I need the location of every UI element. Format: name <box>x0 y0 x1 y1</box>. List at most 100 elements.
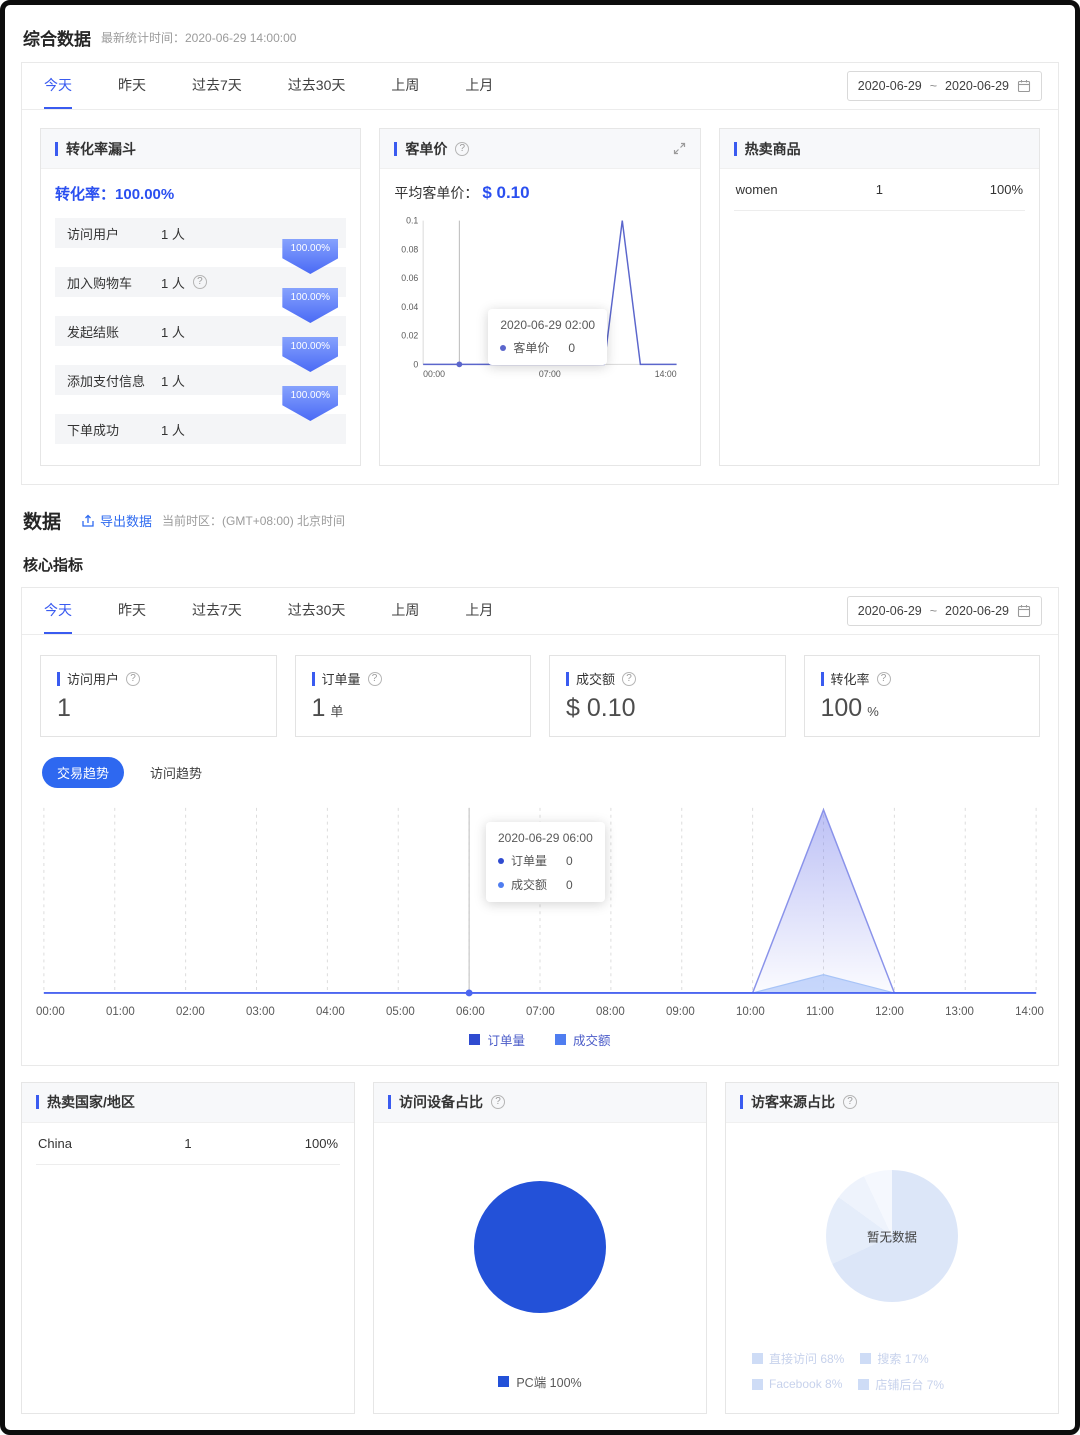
funnel-step-label: 下单成功 <box>67 422 120 438</box>
funnel-step: 发起结账 1 人 100.00% <box>55 316 347 372</box>
expand-icon[interactable] <box>673 142 686 155</box>
tab-item[interactable]: 昨天 <box>118 77 146 93</box>
export-data-button[interactable]: 导出数据 <box>81 511 152 530</box>
card-header: 客单价 ? <box>380 129 700 169</box>
x-axis-label: 11:00 <box>806 1005 834 1018</box>
device-share-card: 访问设备占比 ? PC端 100% <box>373 1081 707 1414</box>
overview-updated-time: 最新统计时间：2020-06-29 14:00:00 <box>101 31 297 45</box>
help-icon[interactable]: ? <box>491 1095 505 1110</box>
metric-number: 100 <box>820 694 863 722</box>
metric-card: 订单量? 1 单 <box>294 655 531 737</box>
tab-item[interactable]: 上周 <box>391 77 420 93</box>
overview-panel: 今天 昨天 过去7天 过去30天 上周 上月 2020-06-29 ~ 2020-06-2… <box>21 62 1059 485</box>
tab-item[interactable]: 过去7天 <box>192 602 242 618</box>
timezone-label: 当前时区：(GMT+08:00) 北京时间 <box>162 514 346 528</box>
funnel-step-value: 1 人 <box>161 275 185 291</box>
legend-swatch <box>860 1352 872 1364</box>
tooltip-series-value: 0 <box>568 340 576 355</box>
tooltip-title: 2020-06-29 02:00 <box>500 318 596 332</box>
tab-item[interactable]: 上月 <box>465 602 494 618</box>
trend-toggle[interactable]: 交易趋势 <box>42 757 125 788</box>
tab-item[interactable]: 过去30天 <box>287 602 346 618</box>
date-end: 2020-06-29 <box>945 79 1009 93</box>
tab-item[interactable]: 今天 <box>44 588 72 634</box>
metric-cards-row: 访问用户? 1 订单量? 1 单成交额? $ 0.10 转化率? 100% <box>22 635 1058 741</box>
svg-text:0.1: 0.1 <box>406 216 418 226</box>
funnel-card-body: 转化率：100.00% 访问用户 1 人 100.00% 加入购物车 1 人? 100.0… <box>41 169 360 465</box>
core-date-range-picker[interactable]: 2020-06-29 ~ 2020-06-29 <box>846 596 1042 626</box>
overview-header: 综合数据 最新统计时间：2020-06-29 14:00:00 <box>23 25 1057 50</box>
aov-card-body: 平均客单价： $ 0.10 0 0.02 0.04 0.06 0.08 0.1 00:00 07… <box>380 169 699 465</box>
overview-title: 综合数据 <box>23 30 91 49</box>
help-icon[interactable]: ? <box>622 671 637 686</box>
tab-item[interactable]: 上周 <box>391 602 420 618</box>
tooltip-item: 客单价 0 <box>500 339 595 356</box>
accent-bar <box>388 1095 391 1110</box>
x-axis-label: 05:00 <box>386 1005 415 1018</box>
date-separator: ~ <box>929 79 938 93</box>
svg-text:0.02: 0.02 <box>402 331 419 341</box>
x-axis-label: 06:00 <box>456 1005 485 1018</box>
help-icon[interactable]: ? <box>126 671 141 686</box>
data-section-header: 数据 导出数据 当前时区：(GMT+08:00) 北京时间 <box>23 507 1057 534</box>
device-legend-item[interactable]: PC端 100% <box>498 1372 582 1391</box>
calendar-icon <box>1017 80 1031 93</box>
funnel-step: 添加支付信息 1 人 100.00% <box>55 365 347 421</box>
funnel-step-value: 1 人 <box>161 324 185 340</box>
tab-item[interactable]: 昨天 <box>118 602 146 618</box>
device-pie-area <box>374 1123 706 1372</box>
metric-label-text: 成交额 <box>576 672 616 687</box>
card-header: 热卖国家/地区 <box>22 1082 354 1123</box>
source-legend-item: 直接访问 68% <box>752 1350 844 1367</box>
tooltip-series-name: 客单价 <box>513 341 550 355</box>
tab-item[interactable]: 今天 <box>44 63 72 109</box>
hot-countries-table: China 1 100% <box>22 1123 354 1165</box>
row-name: China <box>38 1135 72 1151</box>
help-icon[interactable]: ? <box>876 671 891 686</box>
metric-unit: 单 <box>330 704 344 719</box>
no-data-label: 暂无数据 <box>866 1230 918 1245</box>
core-tabbar: 今天 昨天 过去7天 过去30天 上周 上月 2020-06-29 ~ 2020-06-2… <box>22 588 1058 635</box>
metric-label: 成交额? <box>566 669 769 688</box>
bottom-cards-row: 热卖国家/地区 China 1 100% 访问设备占比 ? PC端 100% 访客来… <box>21 1081 1059 1414</box>
svg-text:0.06: 0.06 <box>402 273 419 283</box>
legend-label: 成交额 <box>573 1033 611 1048</box>
legend-item[interactable]: 订单量 <box>469 1030 525 1049</box>
overview-date-range-picker[interactable]: 2020-06-29 ~ 2020-06-29 <box>846 71 1042 101</box>
export-label: 导出数据 <box>100 514 153 529</box>
hot-countries-title: 热卖国家/地区 <box>47 1094 135 1111</box>
funnel-step-label: 加入购物车 <box>67 275 133 291</box>
tab-item[interactable]: 过去30天 <box>287 77 346 93</box>
metric-label: 访问用户? <box>57 669 260 688</box>
legend-swatch <box>752 1352 763 1364</box>
tab-item[interactable]: 上月 <box>465 77 494 93</box>
device-pie-chart <box>474 1181 606 1314</box>
help-icon[interactable]: ? <box>367 671 382 686</box>
conversion-rate-label: 转化率： <box>55 186 116 203</box>
row-count: 1 <box>184 1135 192 1151</box>
conversion-rate: 转化率：100.00% <box>55 183 346 204</box>
metric-label: 订单量? <box>311 669 515 688</box>
trend-toggle[interactable]: 访问趋势 <box>150 766 203 781</box>
hot-countries-card: 热卖国家/地区 China 1 100% <box>21 1081 355 1414</box>
legend-swatch <box>469 1033 481 1045</box>
hot-products-table: women 1 100% <box>720 169 1039 211</box>
legend-item[interactable]: 成交额 <box>555 1030 611 1049</box>
funnel-step-label: 发起结账 <box>67 324 120 340</box>
table-row: women 1 100% <box>733 169 1025 211</box>
help-icon[interactable]: ? <box>455 141 470 156</box>
tooltip-series-name: 订单量 <box>511 854 548 868</box>
series-dot <box>498 857 504 864</box>
date-separator: ~ <box>929 604 938 618</box>
tab-item[interactable]: 过去7天 <box>192 77 242 93</box>
device-legend-row: PC端 100% <box>374 1372 706 1413</box>
overview-tabbar: 今天 昨天 过去7天 过去30天 上周 上月 2020-06-29 ~ 2020-06-2… <box>22 63 1058 110</box>
visitor-source-card: 访客来源占比 ? 暂无数据 直接访问 68% 搜索 17% Facebook 8% 店… <box>725 1081 1059 1414</box>
help-icon[interactable]: ? <box>843 1095 857 1110</box>
funnel-step: 下单成功 1 人 <box>55 414 347 444</box>
trend-tooltip: 2020-06-29 06:00 订单量 0 成交额 0 <box>486 822 605 902</box>
help-icon[interactable]: ? <box>192 275 207 289</box>
aov-card-title: 客单价 <box>405 140 448 157</box>
visitor-source-title: 访客来源占比 <box>751 1094 835 1111</box>
